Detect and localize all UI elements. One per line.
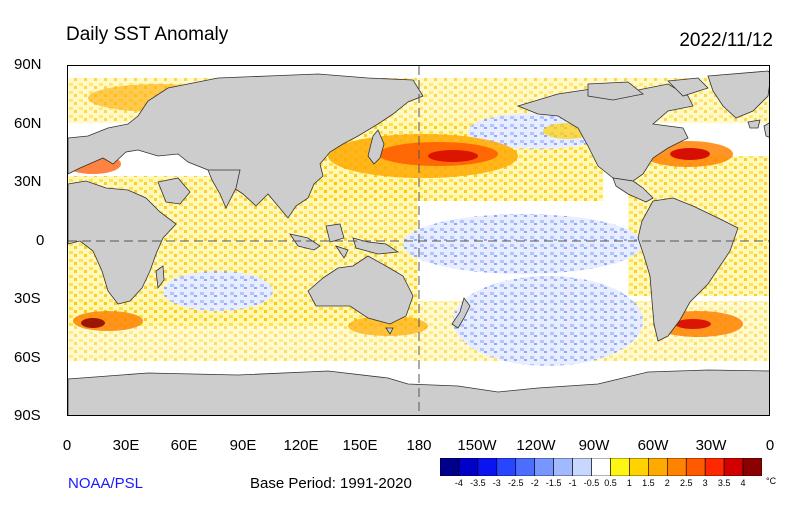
lon-label-150w: 150W: [457, 437, 497, 454]
colorbar-labels: -4 -3.5 -3 -2.5 -2 -1.5 -1 -0.5 0.5 1 1.5 2 2.5 3 3.5 4: [440, 478, 762, 492]
credit-label: NOAA/PSL: [68, 475, 144, 492]
colorbar-swatch: [685, 458, 706, 476]
map-title: Daily SST Anomaly: [66, 24, 229, 45]
lon-label-30e: 30E: [112, 437, 140, 454]
map-date: 2022/11/12: [679, 30, 773, 51]
colorbar-tick-label: 1: [626, 478, 632, 488]
lon-label-150e: 150E: [342, 437, 378, 454]
lon-label-120w: 120W: [516, 437, 556, 454]
colorbar-swatch: [629, 458, 649, 476]
lon-label-0: 0: [62, 437, 72, 454]
colorbar-tick-label: 0.5: [604, 478, 617, 488]
lon-label-60w: 60W: [637, 437, 669, 454]
colorbar-swatch: [704, 458, 725, 476]
lat-label-30n: 30N: [14, 173, 42, 190]
base-period-label: Base Period: 1991-2020: [250, 475, 412, 492]
colorbar-swatch: [742, 458, 762, 476]
lon-label-120e: 120E: [283, 437, 319, 454]
colorbar-unit: °C: [766, 476, 777, 486]
lat-label-60s: 60S: [14, 349, 41, 366]
lon-label-60e: 60E: [170, 437, 198, 454]
lon-label-90e: 90E: [229, 437, 257, 454]
colorbar-swatch: [648, 458, 668, 476]
colorbar-tick-label: -0.5: [583, 478, 600, 488]
lat-label-60n: 60N: [14, 115, 42, 132]
colorbar-swatch: [440, 458, 460, 476]
colorbar-swatch: [477, 458, 498, 476]
colorbar-tick-label: 2.5: [679, 478, 693, 488]
colorbar-tick-label: -2: [530, 478, 539, 488]
colorbar-tick-label: -2.5: [507, 478, 524, 488]
colorbar-tick-label: -4: [454, 478, 463, 488]
sst-anomaly-map: [67, 65, 770, 416]
colorbar-tick-label: -3: [492, 478, 501, 488]
lon-label-90w: 90W: [578, 437, 610, 454]
colorbar-swatch: [666, 458, 687, 476]
colorbar-tick-label: 2: [664, 478, 670, 488]
colorbar-tick-label: 3.5: [717, 478, 731, 488]
lon-label-180: 180: [406, 437, 432, 454]
colorbar-swatch: [723, 458, 744, 476]
lat-label-30s: 30S: [14, 290, 41, 307]
lon-label-30w: 30W: [695, 437, 727, 454]
colorbar-swatch: [572, 458, 592, 476]
lat-label-90s: 90S: [14, 407, 41, 424]
colorbar-swatch: [534, 458, 554, 476]
colorbar: [440, 458, 762, 476]
colorbar-tick-label: -1: [568, 478, 577, 488]
colorbar-tick-label: -3.5: [470, 478, 486, 488]
colorbar-tick-label: 3: [702, 478, 708, 488]
colorbar-swatch: [458, 458, 479, 476]
colorbar-tick-label: 1.5: [642, 478, 655, 488]
colorbar-swatch: [496, 458, 517, 476]
colorbar-swatch: [591, 458, 611, 476]
colorbar-tick-label: 4: [740, 478, 746, 488]
lat-label-0: 0: [36, 232, 45, 249]
colorbar-swatch: [553, 458, 573, 476]
lon-label-0-end: 0: [765, 437, 775, 454]
colorbar-swatch: [610, 458, 630, 476]
colorbar-tick-label: -1.5: [545, 478, 562, 488]
colorbar-swatch: [515, 458, 536, 476]
lat-label-90n: 90N: [14, 56, 42, 73]
